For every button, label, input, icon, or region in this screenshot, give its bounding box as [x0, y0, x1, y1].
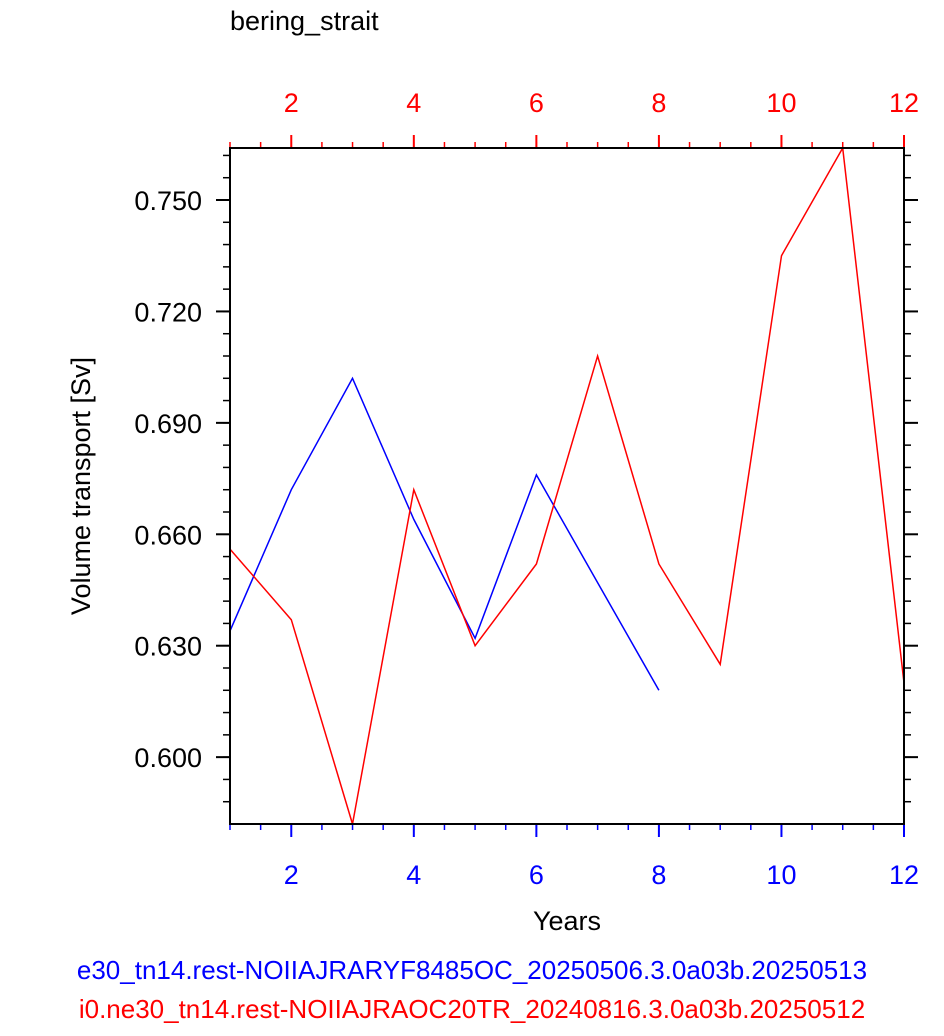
bottom-tick-label: 12: [889, 860, 919, 890]
series-layer: [229, 145, 905, 825]
y-tick-label: 0.720: [134, 297, 202, 327]
legend-series-1: e30_tn14.rest-NOIIAJRARYF8485OC_20250506…: [76, 955, 868, 985]
series-line-1: [229, 376, 660, 691]
top-tick-label: 10: [766, 88, 796, 118]
y-axis-title: Volume transport [Sv]: [66, 357, 96, 615]
chart-title: bering_strait: [230, 6, 379, 36]
bottom-tick-label: 8: [651, 860, 666, 890]
legend-series-2: i0.ne30_tn14.rest-NOIIAJRAOC20TR_2024081…: [78, 994, 866, 1024]
top-x-axis: 2 4 6 8 10 12: [229, 88, 919, 148]
series-line-2: [229, 145, 905, 825]
top-tick-label: 12: [889, 88, 919, 118]
y-tick-label: 0.600: [134, 743, 202, 773]
x-axis-title: Years: [533, 906, 601, 936]
y-tick-label: 0.750: [134, 186, 202, 216]
y-tick-label: 0.630: [134, 632, 202, 662]
bottom-tick-label: 10: [766, 860, 796, 890]
y-tick-label: 0.660: [134, 520, 202, 550]
top-tick-label: 8: [651, 88, 666, 118]
bottom-tick-label: 2: [284, 860, 299, 890]
bottom-tick-label: 6: [529, 860, 544, 890]
top-tick-label: 4: [406, 88, 421, 118]
plot-frame: [229, 147, 905, 825]
top-tick-label: 6: [529, 88, 544, 118]
right-y-axis: [904, 154, 918, 803]
bottom-tick-label: 4: [406, 860, 421, 890]
y-tick-label: 0.690: [134, 409, 202, 439]
bottom-x-axis: 2 4 6 8 10 12: [229, 824, 919, 890]
left-y-axis: 0.600 0.630 0.660 0.690 0.720 0.750: [134, 154, 230, 803]
top-tick-label: 2: [284, 88, 299, 118]
